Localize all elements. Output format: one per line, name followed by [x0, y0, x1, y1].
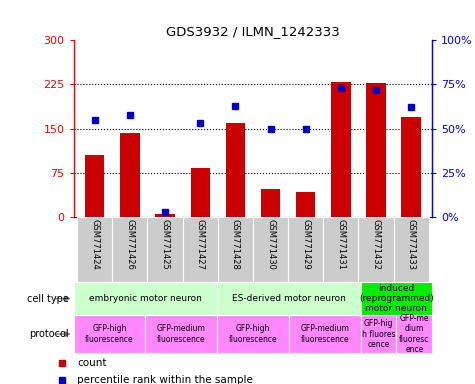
Title: GDS3932 / ILMN_1242333: GDS3932 / ILMN_1242333: [166, 25, 340, 38]
Bar: [261, 189, 280, 217]
Bar: [74, 282, 217, 315]
Bar: [145, 315, 217, 353]
Text: count: count: [77, 358, 107, 368]
Text: GSM771429: GSM771429: [301, 219, 310, 270]
Text: percentile rank within the sample: percentile rank within the sample: [77, 375, 253, 384]
Bar: [366, 83, 386, 217]
Bar: [289, 315, 361, 353]
Bar: [331, 81, 351, 217]
Text: ES-derived motor neuron: ES-derived motor neuron: [232, 294, 346, 303]
Text: GSM771424: GSM771424: [90, 219, 99, 270]
Text: GSM771427: GSM771427: [196, 219, 205, 270]
Bar: [397, 315, 432, 353]
Text: GSM771433: GSM771433: [407, 219, 416, 270]
Bar: [323, 217, 359, 282]
Text: GFP-hig
h fluores
cence: GFP-hig h fluores cence: [361, 319, 395, 349]
Text: GFP-me
dium
fluoresc
ence: GFP-me dium fluoresc ence: [399, 314, 429, 354]
Text: GSM771430: GSM771430: [266, 219, 275, 270]
Bar: [217, 315, 289, 353]
Bar: [218, 217, 253, 282]
Bar: [394, 217, 429, 282]
Text: GFP-high
fluorescence: GFP-high fluorescence: [85, 324, 134, 344]
Bar: [288, 217, 323, 282]
Text: protocol: protocol: [29, 329, 69, 339]
Bar: [401, 117, 421, 217]
Bar: [120, 133, 140, 217]
Bar: [85, 155, 104, 217]
Bar: [74, 315, 145, 353]
Text: GSM771426: GSM771426: [125, 219, 134, 270]
Text: GSM771431: GSM771431: [336, 219, 345, 270]
Text: induced
(reprogrammed)
motor neuron: induced (reprogrammed) motor neuron: [359, 284, 434, 313]
Bar: [217, 282, 361, 315]
Bar: [226, 123, 245, 217]
Bar: [182, 217, 218, 282]
Bar: [77, 217, 112, 282]
Text: GSM771432: GSM771432: [371, 219, 380, 270]
Text: GFP-high
fluorescence: GFP-high fluorescence: [228, 324, 277, 344]
Bar: [155, 214, 175, 217]
Bar: [253, 217, 288, 282]
Text: cell type: cell type: [27, 293, 69, 304]
Text: GFP-medium
fluorescence: GFP-medium fluorescence: [300, 324, 349, 344]
Text: GSM771425: GSM771425: [161, 219, 170, 270]
Bar: [359, 217, 394, 282]
Bar: [112, 217, 147, 282]
Text: GSM771428: GSM771428: [231, 219, 240, 270]
Text: embryonic motor neuron: embryonic motor neuron: [89, 294, 202, 303]
Bar: [296, 192, 315, 217]
Text: GFP-medium
fluorescence: GFP-medium fluorescence: [157, 324, 206, 344]
Bar: [147, 217, 182, 282]
Bar: [361, 282, 432, 315]
Bar: [190, 168, 210, 217]
Bar: [361, 315, 397, 353]
